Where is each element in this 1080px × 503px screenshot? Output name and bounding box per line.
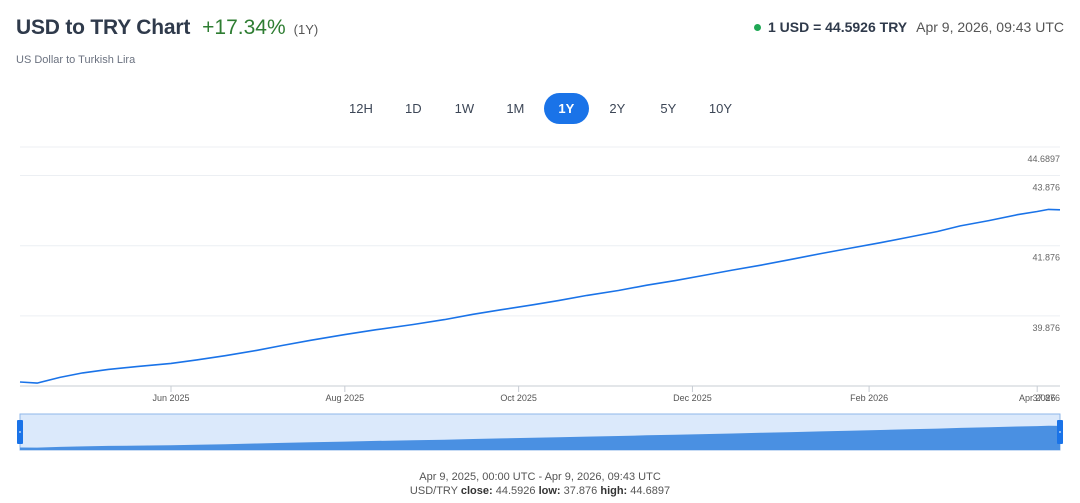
range-button-5y[interactable]: 5Y (646, 93, 691, 124)
x-tick-label: Dec 2025 (673, 393, 712, 403)
current-rate: 1 USD = 44.5926 TRY Apr 9, 2026, 09:43 U… (753, 19, 1064, 35)
line-chart[interactable]: 37.876 39.876 41.876 43.876 44.6897 Jun 2025 A… (0, 130, 1080, 456)
x-tick-label: Oct 2025 (500, 393, 537, 403)
navigator-series-area (20, 425, 1060, 450)
series-line (19, 208, 1061, 384)
title-row: USD to TRY Chart +17.34% (1Y) (16, 16, 318, 40)
y-tick-label: 44.6897 (1027, 154, 1060, 164)
range-button-10y[interactable]: 10Y (697, 93, 744, 124)
x-tick-label: Aug 2025 (326, 393, 365, 403)
range-button-1w[interactable]: 1W (442, 93, 487, 124)
range-button-1d[interactable]: 1D (391, 93, 436, 124)
close-label: close: (460, 485, 493, 497)
range-button-12h[interactable]: 12H (337, 93, 385, 124)
change-period: (1Y) (293, 22, 319, 37)
y-tick-label: 43.876 (1032, 183, 1060, 193)
rate-text: 1 USD = 44.5926 TRY (767, 19, 908, 35)
y-tick-label: 39.876 (1032, 323, 1060, 333)
low-label: low: (538, 485, 561, 497)
x-tick-label: Feb 2026 (850, 393, 888, 403)
range-button-2y[interactable]: 2Y (595, 93, 640, 124)
page-title: USD to TRY Chart (16, 16, 191, 39)
range-stats: USD/TRY close: 44.5926 low: 37.876 high:… (0, 484, 1080, 498)
pair-label: USD/TRY (409, 485, 458, 497)
range-dates: Apr 9, 2025, 00:00 UTC - Apr 9, 2026, 09… (419, 471, 661, 483)
live-status-icon (753, 23, 761, 31)
rate-timestamp: Apr 9, 2026, 09:43 UTC (916, 19, 1064, 35)
close-value: 44.5926 (495, 485, 536, 497)
x-tick-label: Jun 2025 (152, 393, 189, 403)
page-subtitle: US Dollar to Turkish Lira (16, 54, 136, 66)
range-button-1y[interactable]: 1Y (543, 93, 589, 124)
range-selector: 12H 1D 1W 1M 1Y 2Y 5Y 10Y (337, 93, 744, 124)
high-label: high: (600, 485, 628, 497)
change-percent: +17.34% (202, 16, 286, 39)
high-value: 44.6897 (630, 485, 671, 497)
y-tick-label: 37.876 (1032, 393, 1060, 403)
range-info: Apr 9, 2025, 00:00 UTC - Apr 9, 2026, 09… (0, 470, 1080, 498)
range-button-1m[interactable]: 1M (493, 93, 538, 124)
low-value: 37.876 (563, 485, 598, 497)
y-tick-label: 41.876 (1032, 253, 1060, 263)
x-tick-label: Apr 2026 (1019, 393, 1056, 403)
